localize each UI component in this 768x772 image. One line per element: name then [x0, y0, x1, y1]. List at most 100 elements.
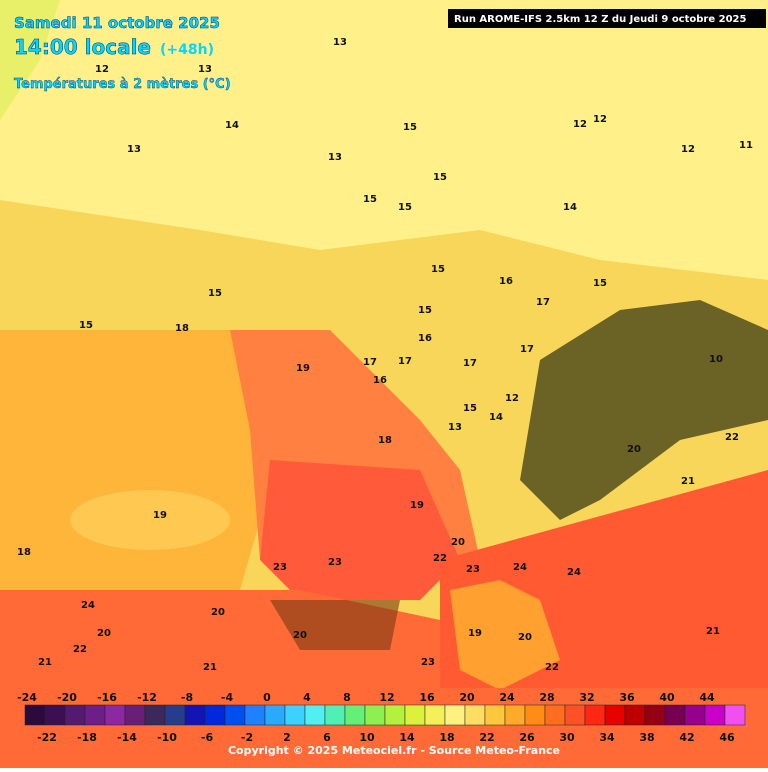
contour-label: 24 — [513, 562, 527, 573]
colorbar-label: 14 — [399, 731, 415, 744]
contour-label: 20 — [293, 630, 307, 641]
contour-label: 18 — [378, 435, 392, 446]
colorbar-label: -8 — [181, 691, 193, 704]
colorbar-label: -14 — [117, 731, 137, 744]
contour-label: 15 — [208, 288, 222, 299]
colorbar-label: 36 — [619, 691, 635, 704]
contour-label: 19 — [296, 363, 310, 374]
contour-label: 12 — [505, 393, 519, 404]
contour-label: 21 — [203, 662, 217, 673]
colorbar-swatch — [624, 704, 646, 726]
colorbar-label: 22 — [479, 731, 494, 744]
colorbar-label: 44 — [699, 691, 715, 704]
colorbar-label: -10 — [157, 731, 177, 744]
colorbar: -24-22-20-18-16-14-12-10-8-6-4-202468101… — [17, 691, 746, 744]
colorbar-label: 32 — [579, 691, 594, 704]
contour-label: 17 — [536, 297, 550, 308]
colorbar-label: 10 — [359, 731, 375, 744]
colorbar-swatch — [44, 704, 66, 726]
colorbar-label: -18 — [77, 731, 97, 744]
contour-label: 15 — [433, 172, 447, 183]
colorbar-label: 8 — [343, 691, 351, 704]
colorbar-label: 46 — [719, 731, 735, 744]
colorbar-label: 40 — [659, 691, 675, 704]
colorbar-swatch — [384, 704, 406, 726]
colorbar-swatch — [324, 704, 346, 726]
colorbar-swatch — [504, 704, 526, 726]
colorbar-swatch — [264, 704, 286, 726]
colorbar-label: -22 — [37, 731, 57, 744]
contour-label: 18 — [17, 547, 31, 558]
colorbar-label: 26 — [519, 731, 535, 744]
colorbar-swatch — [344, 704, 366, 726]
contour-label: 14 — [225, 120, 239, 131]
colorbar-swatch — [484, 704, 506, 726]
contour-label: 21 — [706, 626, 720, 637]
lead-text: (+48h) — [160, 42, 214, 58]
colorbar-label: 0 — [263, 691, 271, 704]
contour-label: 12 — [573, 119, 587, 130]
contour-label: 12 — [95, 64, 109, 75]
contour-label: 20 — [97, 628, 111, 639]
colorbar-swatch — [644, 704, 666, 726]
colorbar-swatch — [304, 704, 326, 726]
colorbar-label: 34 — [599, 731, 615, 744]
colorbar-label: 12 — [379, 691, 394, 704]
contour-label: 21 — [38, 657, 52, 668]
colorbar-label: 2 — [283, 731, 291, 744]
contour-label: 17 — [398, 356, 412, 367]
colorbar-label: 6 — [323, 731, 331, 744]
lower-band — [0, 688, 768, 768]
contour-label: 19 — [153, 510, 167, 521]
colorbar-label: -12 — [137, 691, 157, 704]
contour-label: 20 — [627, 444, 641, 455]
contour-label: 13 — [127, 144, 141, 155]
colorbar-swatch — [144, 704, 166, 726]
contour-label: 15 — [418, 305, 432, 316]
colorbar-swatch — [24, 704, 46, 726]
contour-label: 21 — [681, 476, 695, 487]
contour-label: 22 — [73, 644, 87, 655]
colorbar-swatch — [544, 704, 566, 726]
time-text: 14:00 locale — [14, 35, 151, 59]
med-warm — [450, 580, 560, 690]
contour-label: 22 — [545, 662, 559, 673]
colorbar-label: 28 — [539, 691, 554, 704]
contour-label: 10 — [709, 354, 723, 365]
contour-label: 11 — [739, 140, 753, 151]
contour-label: 12 — [681, 144, 695, 155]
contour-label: 19 — [410, 500, 424, 511]
contour-label: 13 — [198, 64, 212, 75]
colorbar-label: 38 — [639, 731, 654, 744]
contour-label: 18 — [175, 323, 189, 334]
contour-label: 17 — [463, 358, 477, 369]
colorbar-label: -24 — [17, 691, 37, 704]
contour-label: 20 — [451, 537, 465, 548]
contour-label: 16 — [373, 375, 387, 386]
colorbar-label: 42 — [679, 731, 694, 744]
contour-label: 22 — [433, 553, 447, 564]
colorbar-label: 24 — [499, 691, 515, 704]
colorbar-swatch — [284, 704, 306, 726]
north-zone — [0, 0, 768, 280]
alps-zone — [520, 300, 768, 520]
contour-label: 13 — [448, 422, 462, 433]
colorbar-swatch — [164, 704, 186, 726]
colorbar-swatch — [364, 704, 386, 726]
contour-label: 16 — [499, 276, 513, 287]
colorbar-label: -16 — [97, 691, 117, 704]
colorbar-label: -6 — [201, 731, 214, 744]
colorbar-label: 16 — [419, 691, 435, 704]
run-box — [448, 9, 766, 28]
contour-label: 13 — [328, 152, 342, 163]
contour-label: 24 — [567, 567, 581, 578]
colorbar-swatch — [464, 704, 486, 726]
colorbar-swatch — [524, 704, 546, 726]
variable-text: Températures à 2 mètres (°C) — [14, 77, 231, 92]
colorbar-swatch — [204, 704, 226, 726]
contour-label: 12 — [593, 114, 607, 125]
atlantic-zone — [0, 330, 260, 600]
contour-label: 15 — [363, 194, 377, 205]
